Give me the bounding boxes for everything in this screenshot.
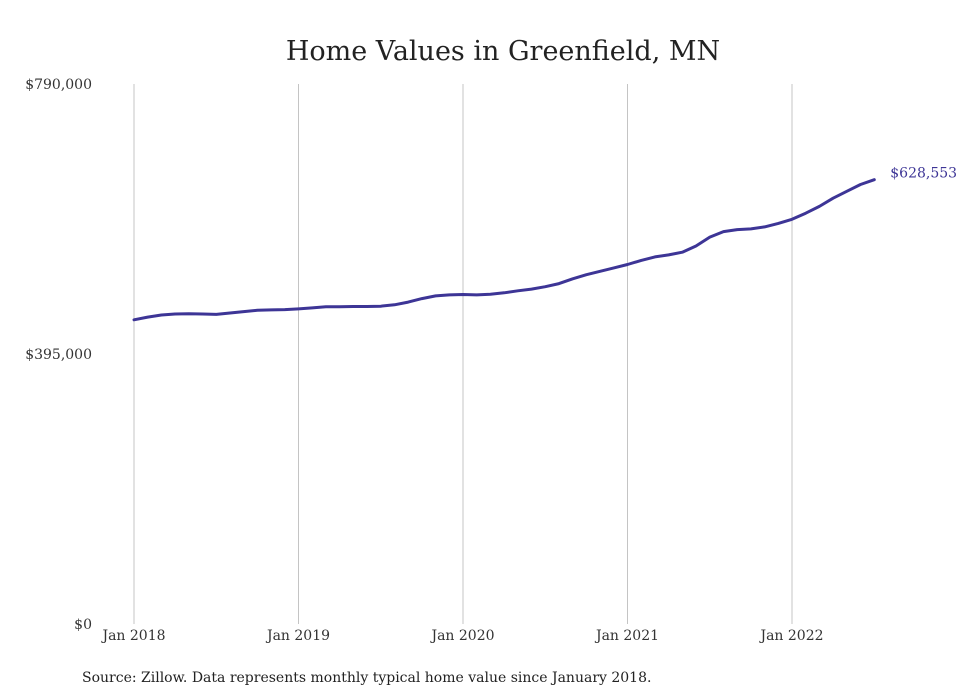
x-tick-label: Jan 2020: [429, 628, 494, 644]
x-axis-tick-labels: Jan 2018 Jan 2019 Jan 2020 Jan 2021 Jan 2022: [100, 628, 823, 644]
y-tick-label: $395,000: [25, 347, 92, 363]
x-tick-label: Jan 2022: [758, 628, 823, 644]
end-value-label: $628,553: [890, 166, 957, 182]
x-tick-label: Jan 2018: [100, 628, 165, 644]
x-tick-label: Jan 2019: [265, 628, 330, 644]
chart-title: Home Values in Greenfield, MN: [286, 36, 720, 67]
source-note: Source: Zillow. Data represents monthly …: [82, 670, 651, 686]
y-tick-label: $790,000: [25, 77, 92, 93]
series-line-0: [132, 178, 876, 322]
series-layer: $628,553: [132, 166, 957, 322]
gridlines: [133, 84, 793, 624]
y-tick-label: $0: [74, 617, 92, 633]
y-axis-tick-labels: $790,000 $395,000 $0: [25, 77, 92, 633]
x-tick-label: Jan 2021: [594, 628, 659, 644]
